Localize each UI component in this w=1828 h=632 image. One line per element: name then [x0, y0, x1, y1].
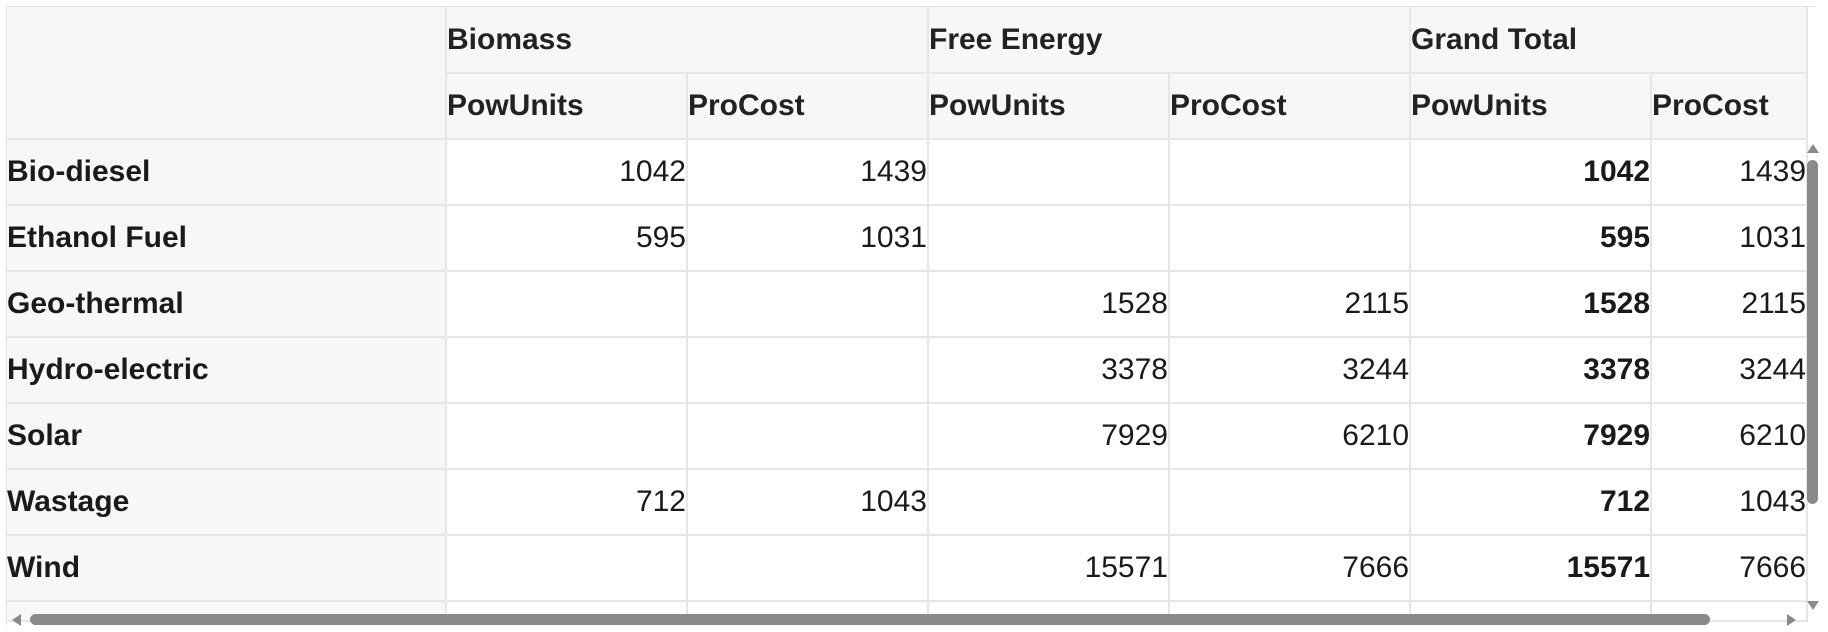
cell-biomass-powunits[interactable]: 1042 [446, 139, 688, 206]
horizontal-scrollbar[interactable] [6, 609, 1802, 631]
column-header-grand-total-procost[interactable]: ProCost [1651, 73, 1809, 140]
scroll-up-arrow-icon[interactable] [1807, 144, 1819, 153]
column-header-free-energy-powunits[interactable]: PowUnits [928, 73, 1170, 140]
cell-biomass-powunits[interactable] [446, 403, 688, 470]
cell-biomass-powunits[interactable]: 595 [446, 205, 688, 272]
cell-biomass-procost[interactable]: 1439 [687, 139, 929, 206]
cell-biomass-procost[interactable] [687, 271, 929, 338]
cell-biomass-powunits[interactable] [446, 535, 688, 602]
cell-free-energy-powunits[interactable] [928, 139, 1170, 206]
horizontal-scroll-thumb[interactable] [30, 614, 1710, 625]
vertical-scrollbar[interactable] [1802, 142, 1824, 612]
column-header-biomass-powunits[interactable]: PowUnits [446, 73, 688, 140]
cell-biomass-procost[interactable]: 1031 [687, 205, 929, 272]
pivot-table: Biomass Free Energy Grand Total PowUnits… [7, 7, 1809, 622]
cell-free-energy-procost[interactable]: 2115 [1169, 271, 1412, 338]
cell-grand-total-procost[interactable]: 1031 [1651, 205, 1809, 272]
cell-free-energy-powunits[interactable]: 15571 [928, 535, 1170, 602]
cell-biomass-powunits[interactable]: 712 [446, 469, 688, 536]
cell-grand-total-procost[interactable]: 7666 [1651, 535, 1809, 602]
cell-free-energy-procost[interactable] [1169, 205, 1412, 272]
cell-biomass-procost[interactable] [687, 403, 929, 470]
cell-biomass-powunits[interactable] [446, 271, 688, 338]
column-group-header-grand-total[interactable]: Grand Total [1410, 7, 1809, 74]
table-row: Hydro-electric 3378 3244 3378 3244 [7, 337, 1809, 404]
table-row: Wind 15571 7666 15571 7666 [7, 535, 1809, 602]
scroll-left-arrow-icon[interactable] [12, 614, 21, 626]
row-header[interactable]: Ethanol Fuel [7, 205, 447, 272]
table-row: Geo-thermal 1528 2115 1528 2115 [7, 271, 1809, 338]
table-row: Bio-diesel 1042 1439 1042 1439 [7, 139, 1809, 206]
row-header[interactable]: Wastage [7, 469, 447, 536]
pivot-table-viewport: Biomass Free Energy Grand Total PowUnits… [6, 6, 1815, 625]
cell-biomass-procost[interactable]: 1043 [687, 469, 929, 536]
scroll-right-arrow-icon[interactable] [1787, 614, 1796, 626]
cell-free-energy-procost[interactable] [1169, 469, 1412, 536]
cell-free-energy-procost[interactable]: 7666 [1169, 535, 1412, 602]
row-header[interactable]: Geo-thermal [7, 271, 447, 338]
row-header[interactable]: Bio-diesel [7, 139, 447, 206]
table-row: Ethanol Fuel 595 1031 595 1031 [7, 205, 1809, 272]
cell-free-energy-procost[interactable] [1169, 139, 1412, 206]
cell-grand-total-procost[interactable]: 2115 [1651, 271, 1809, 338]
cell-grand-total-powunits[interactable]: 15571 [1410, 535, 1653, 602]
row-header[interactable]: Solar [7, 403, 447, 470]
cell-grand-total-powunits[interactable]: 712 [1410, 469, 1653, 536]
cell-free-energy-powunits[interactable] [928, 469, 1170, 536]
cell-grand-total-procost[interactable]: 1439 [1651, 139, 1809, 206]
row-header[interactable]: Hydro-electric [7, 337, 447, 404]
column-header-biomass-procost[interactable]: ProCost [687, 73, 929, 140]
corner-header [7, 7, 447, 140]
column-header-grand-total-powunits[interactable]: PowUnits [1410, 73, 1653, 140]
cell-free-energy-procost[interactable]: 3244 [1169, 337, 1412, 404]
cell-grand-total-powunits[interactable]: 595 [1410, 205, 1653, 272]
cell-biomass-procost[interactable] [687, 535, 929, 602]
scroll-down-arrow-icon[interactable] [1807, 601, 1819, 610]
cell-biomass-powunits[interactable] [446, 337, 688, 404]
cell-grand-total-powunits[interactable]: 1042 [1410, 139, 1653, 206]
table-row: Wastage 712 1043 712 1043 [7, 469, 1809, 536]
cell-grand-total-procost[interactable]: 6210 [1651, 403, 1809, 470]
cell-grand-total-powunits[interactable]: 3378 [1410, 337, 1653, 404]
cell-free-energy-powunits[interactable]: 3378 [928, 337, 1170, 404]
cell-biomass-procost[interactable] [687, 337, 929, 404]
cell-free-energy-powunits[interactable] [928, 205, 1170, 272]
column-group-header-biomass[interactable]: Biomass [446, 7, 929, 74]
cell-grand-total-powunits[interactable]: 1528 [1410, 271, 1653, 338]
cell-free-energy-powunits[interactable]: 1528 [928, 271, 1170, 338]
cell-grand-total-powunits[interactable]: 7929 [1410, 403, 1653, 470]
column-group-header-free-energy[interactable]: Free Energy [928, 7, 1412, 74]
vertical-scroll-thumb[interactable] [1807, 160, 1818, 504]
row-header[interactable]: Wind [7, 535, 447, 602]
cell-grand-total-procost[interactable]: 1043 [1651, 469, 1809, 536]
table-row: Solar 7929 6210 7929 6210 [7, 403, 1809, 470]
column-header-free-energy-procost[interactable]: ProCost [1169, 73, 1412, 140]
cell-free-energy-procost[interactable]: 6210 [1169, 403, 1412, 470]
cell-grand-total-procost[interactable]: 3244 [1651, 337, 1809, 404]
cell-free-energy-powunits[interactable]: 7929 [928, 403, 1170, 470]
